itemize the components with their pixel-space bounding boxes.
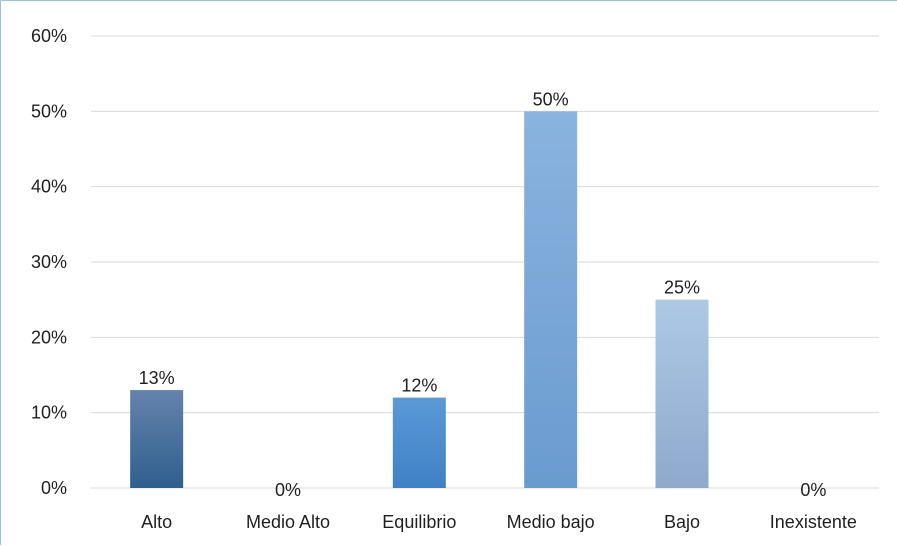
y-tick-label: 20% (31, 327, 67, 347)
x-axis-category-labels: Alto Medio Alto Equilibrio Medio bajo Bajo In… (141, 512, 857, 532)
y-tick-label: 40% (31, 177, 67, 197)
x-category-label: Bajo (664, 512, 700, 532)
x-category-label: Medio bajo (507, 512, 595, 532)
data-label: 0% (275, 480, 301, 500)
data-label: 13% (139, 368, 175, 388)
y-tick-label: 50% (31, 101, 67, 121)
bars (130, 111, 709, 488)
gridlines (91, 35, 879, 489)
y-tick-label: 0% (41, 478, 67, 498)
data-label: 12% (401, 376, 437, 396)
x-category-label: Inexistente (770, 512, 857, 532)
data-label: 50% (533, 89, 569, 109)
x-category-label: Equilibrio (382, 512, 456, 532)
x-category-label: Alto (141, 512, 172, 532)
y-tick-label: 60% (31, 26, 67, 46)
data-label: 25% (664, 278, 700, 298)
bar-bajo (655, 299, 709, 488)
data-labels: 13% 0% 12% 50% 25% 0% (139, 89, 827, 500)
bar-medio-bajo (524, 111, 578, 488)
y-tick-label: 30% (31, 252, 67, 272)
x-category-label: Medio Alto (246, 512, 330, 532)
y-tick-label: 10% (31, 403, 67, 423)
y-axis-tick-labels: 0% 10% 20% 30% 40% 50% 60% (31, 26, 67, 498)
data-label: 0% (800, 480, 826, 500)
bar-equilibrio (392, 397, 446, 488)
bar-alto (130, 390, 184, 488)
